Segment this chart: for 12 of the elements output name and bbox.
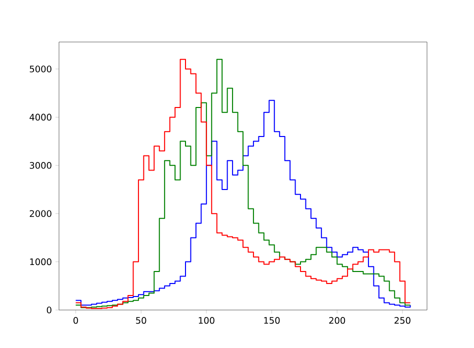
x-tick-label: 0 xyxy=(73,317,78,324)
y-tick-label: 4000 xyxy=(30,114,52,121)
x-tick-label: 200 xyxy=(329,317,346,324)
x-tick-label: 150 xyxy=(264,317,280,324)
x-tick-label: 100 xyxy=(198,317,214,324)
x-tick-label: 50 xyxy=(136,317,146,324)
x-tick-label: 250 xyxy=(394,317,410,324)
y-tick-label: 0 xyxy=(46,306,52,314)
y-tick-label: 2000 xyxy=(30,210,52,217)
y-tick-label: 3000 xyxy=(30,162,52,169)
y-tick-label: 5000 xyxy=(30,66,52,72)
y-tick-label: 1000 xyxy=(30,258,52,266)
